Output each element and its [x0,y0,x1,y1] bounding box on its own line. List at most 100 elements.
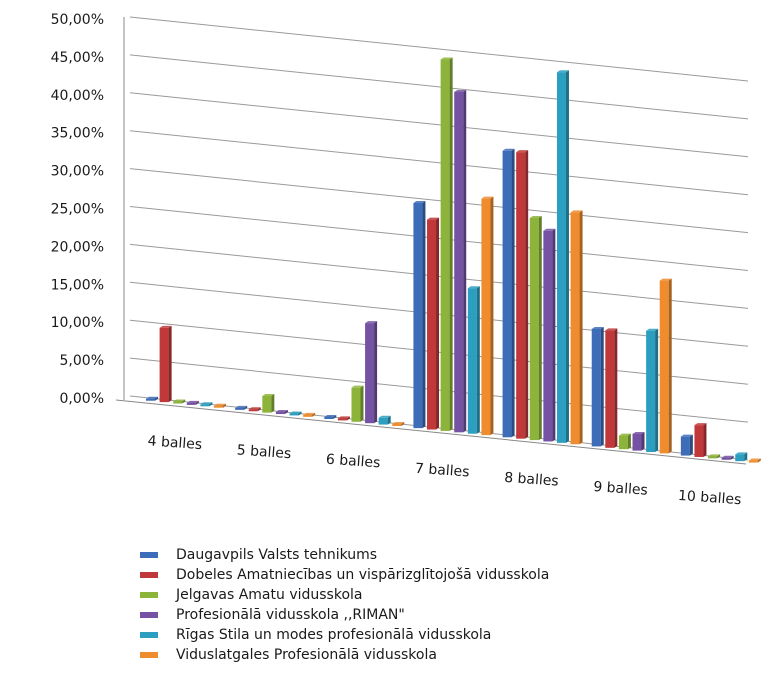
bar-top [467,286,480,289]
bar-front [275,412,285,415]
bar-side [387,415,391,425]
bar-side [209,402,213,407]
bar-front [748,460,758,463]
bar-front [570,212,580,445]
bar-front [289,413,299,416]
bar-front [427,219,437,430]
bar-front [262,395,272,413]
y-tick-label: 20,00% [51,239,104,255]
bar-side [655,328,659,453]
bar-front [529,217,539,441]
bar [324,415,337,420]
bar-top [378,415,391,418]
bar-side [476,286,480,434]
bar [543,228,556,442]
bar-front [481,198,491,436]
x-tick-label: 6 balles [325,452,380,472]
bar-side [168,325,172,403]
legend-label: Dobeles Amatniecības un vispārizglītojoš… [176,567,550,583]
bar-side [401,421,405,426]
bar-side [298,411,302,416]
legend-item: Profesionālā vidusskola ,,RIMAN" [140,605,549,625]
bar-front [324,417,334,420]
bar-side [600,326,604,447]
legend-item: Viduslatgales Profesionālā vidusskola [140,645,549,665]
bar [289,411,302,416]
bar [748,458,761,463]
bar-front [440,59,450,431]
bar-front [392,423,402,426]
y-axis-ticks: 0,00% 5,00% 10,00% 15,00% 20,00% 25,00% 30,00%… [51,12,104,407]
bar [502,148,515,438]
bar [570,210,583,445]
bar [591,326,604,447]
bar-side [627,433,631,450]
bar [680,434,693,456]
bar [365,321,378,424]
bar-front [235,407,245,410]
bar-side [641,431,645,451]
legend-swatch [140,572,158,578]
bar-front [694,425,704,457]
bar-top [454,89,467,92]
bar-top [618,433,631,436]
y-tick-label: 15,00% [51,277,104,293]
bar-top [748,458,761,461]
bar-top [365,321,378,324]
bar [440,57,453,431]
bar-side [257,407,261,412]
bar-top [427,217,440,220]
bar-side [244,405,248,410]
bar-front [186,402,196,405]
legend-swatch [140,652,158,658]
x-axis-line [115,399,747,465]
axes [115,17,747,465]
bar-side [717,454,721,459]
x-tick-label: 7 balles [415,461,470,481]
bar-front [159,327,169,403]
bar-side [195,400,199,405]
bar-front [516,152,526,439]
bar-side [552,228,556,442]
bar-front [502,150,512,438]
bar [659,278,672,454]
bar-top [262,393,275,396]
y-tick-label: 45,00% [51,50,104,66]
legend-label: Profesionālā vidusskola ,,RIMAN" [176,607,405,623]
bar [721,455,734,460]
bar-front [659,280,669,454]
bar-side [346,416,350,421]
bar-top [543,228,556,231]
bar-top [324,415,337,418]
bar-side [284,410,288,415]
bar [516,150,529,439]
bar-top [146,396,158,399]
bar-side [312,412,316,417]
y-tick-label: 0,00% [60,391,104,407]
y-tick-label: 40,00% [51,88,104,104]
y-tick-label: 5,00% [60,353,104,369]
bar [454,89,467,433]
bar-top [159,325,172,328]
bar-top [337,416,350,419]
bar-front [303,414,313,417]
bar-front [146,398,155,401]
bar-front [365,323,375,424]
bar [708,454,721,459]
bar [392,421,405,426]
bar [556,70,569,443]
bar-front [605,330,615,448]
bar-top [735,452,748,455]
legend-item: Dobeles Amatniecības un vispārizglītojoš… [140,565,549,585]
bar-front [708,456,718,459]
y-tick-label: 25,00% [51,202,104,218]
gridline [129,92,749,158]
legend-label: Viduslatgales Profesionālā vidusskola [176,647,437,663]
bar-top [529,215,542,218]
bar [618,433,631,450]
bar [427,217,440,430]
bar [303,412,316,417]
bar [529,215,542,441]
bar-side [668,278,672,454]
bar-top [351,385,364,388]
